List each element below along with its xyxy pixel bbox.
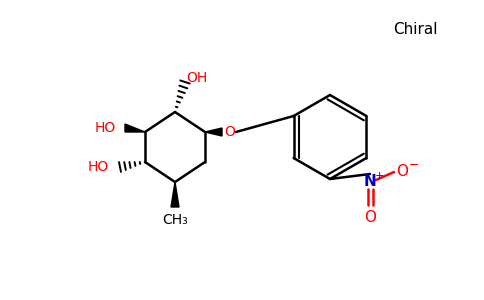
Polygon shape <box>171 182 179 207</box>
Text: O: O <box>364 211 376 226</box>
Text: O: O <box>225 125 235 139</box>
Text: O: O <box>396 164 408 179</box>
Polygon shape <box>205 128 222 136</box>
Text: Chiral: Chiral <box>393 22 437 38</box>
Text: HO: HO <box>88 160 108 174</box>
Text: CH₃: CH₃ <box>162 213 188 227</box>
Text: HO: HO <box>94 121 116 135</box>
Text: N: N <box>363 175 377 190</box>
Polygon shape <box>125 124 145 132</box>
Text: +: + <box>374 171 384 181</box>
Text: OH: OH <box>186 71 208 85</box>
Text: −: − <box>409 158 419 172</box>
